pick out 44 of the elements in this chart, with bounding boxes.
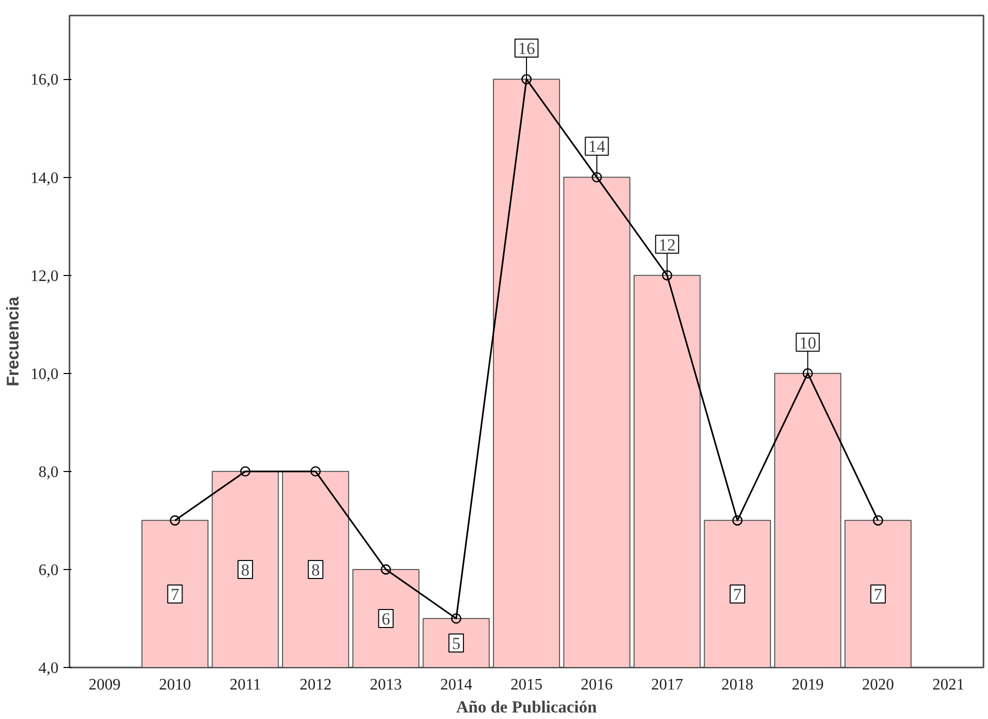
point — [872, 515, 884, 526]
data-label: 7 — [170, 584, 180, 604]
data-label: 6 — [382, 609, 390, 628]
x-tick-label: 2021 — [932, 676, 964, 694]
data-label: 16 — [518, 39, 535, 58]
point — [240, 466, 250, 477]
x-tick-label: 2010 — [158, 676, 191, 694]
x-tick-label: 2015 — [510, 676, 542, 694]
x-tick-label: 2018 — [721, 676, 754, 694]
point — [662, 270, 672, 280]
data-label: 14 — [588, 137, 606, 156]
data-label: 7 — [874, 584, 883, 604]
point — [521, 74, 532, 84]
x-tick-label: 2016 — [580, 676, 613, 694]
x-tick-label: 2014 — [440, 676, 472, 694]
data-label: 12 — [658, 235, 676, 254]
y-axis-title: Frecuencia — [4, 296, 22, 386]
y-tick-label: 8,0 — [38, 464, 58, 481]
y-tick-label: 6,0 — [38, 562, 58, 579]
data-label: 10 — [799, 333, 816, 352]
data-label: 8 — [241, 560, 250, 580]
point — [451, 613, 462, 624]
x-tick-label: 2012 — [300, 676, 332, 694]
y-tick-label: 12,0 — [30, 268, 58, 285]
y-tick-label: 16,0 — [30, 72, 58, 89]
data-label: 8 — [311, 560, 320, 580]
y-tick-label: 4,0 — [38, 660, 58, 677]
point — [380, 564, 392, 575]
x-tick-label: 2009 — [88, 676, 121, 694]
point — [170, 515, 180, 526]
x-tick-label: 2017 — [651, 676, 684, 694]
x-axis-title: Año de Publicación — [456, 698, 598, 716]
x-tick-label: 2013 — [370, 676, 402, 694]
data-label: 5 — [452, 634, 460, 653]
x-tick-label: 2020 — [862, 676, 894, 694]
point — [310, 466, 321, 477]
point — [592, 172, 602, 182]
y-tick-label: 10,0 — [30, 366, 58, 383]
x-tick-label: 2019 — [792, 676, 824, 694]
x-tick-label: 2011 — [230, 676, 261, 694]
point — [802, 368, 813, 379]
data-label: 7 — [733, 584, 742, 604]
y-tick-label: 14,0 — [30, 170, 58, 187]
point — [732, 515, 743, 526]
